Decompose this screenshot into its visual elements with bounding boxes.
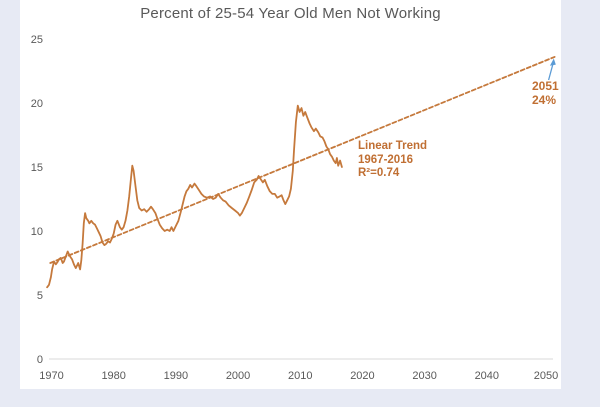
- endpoint-annotation: 2051 24%: [532, 79, 559, 107]
- y-axis-tick-label: 5: [37, 290, 43, 302]
- x-axis-tick-label: 2010: [288, 370, 312, 382]
- chart-card: [20, 0, 561, 389]
- chart-title: Percent of 25-54 Year Old Men Not Workin…: [140, 5, 441, 22]
- x-axis-tick-label: 2020: [350, 370, 374, 382]
- trend-annotation-r-squared: R²=0.74: [358, 167, 400, 179]
- percent-not-working-line: [46, 104, 343, 289]
- y-axis-tick-label: 10: [31, 226, 43, 238]
- y-axis-tick-label: 25: [31, 34, 43, 46]
- endpoint-year: 2051: [532, 79, 559, 93]
- trend-annotation-range: 1967-2016: [358, 153, 413, 166]
- y-axis-tick-label: 0: [37, 354, 43, 366]
- trend-annotation-title: Linear Trend: [358, 140, 428, 152]
- y-axis-tick-label: 15: [31, 162, 43, 174]
- endpoint-arrow-icon: [547, 64, 554, 81]
- x-axis-tick-label: 1970: [39, 370, 63, 382]
- x-axis-tick-label: 2050: [534, 370, 558, 382]
- y-axis-tick-label: 20: [31, 98, 43, 110]
- endpoint-arrowhead-icon: [549, 58, 556, 66]
- trend-annotation: Linear Trend 1967-2016 R²=0.74: [358, 140, 427, 181]
- x-axis-tick-label: 1980: [101, 370, 125, 382]
- endpoint-value: 24%: [532, 93, 557, 107]
- x-axis-tick-label: 1990: [164, 370, 188, 382]
- x-axis-tick-label: 2040: [475, 370, 499, 382]
- x-axis-tick-label: 2030: [412, 370, 436, 382]
- linear-trend-line: [49, 56, 556, 264]
- x-axis-tick-label: 2000: [226, 370, 250, 382]
